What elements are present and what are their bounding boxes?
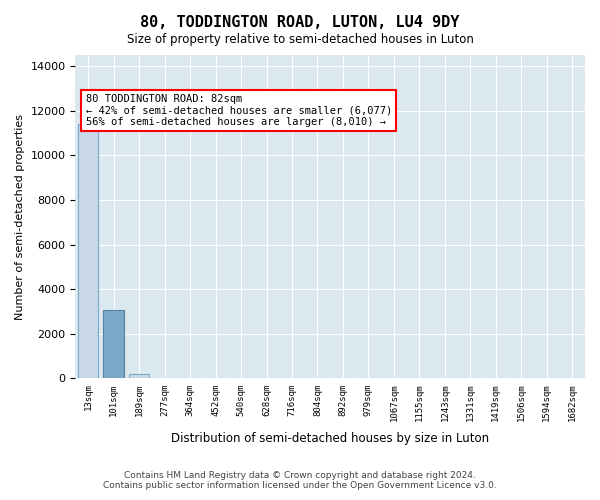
Bar (103, 310, 124, 378)
Bar (129, 374, 149, 378)
Bar (78, 124, 98, 378)
Text: 80, TODDINGTON ROAD, LUTON, LU4 9DY: 80, TODDINGTON ROAD, LUTON, LU4 9DY (140, 15, 460, 30)
Text: Size of property relative to semi-detached houses in Luton: Size of property relative to semi-detach… (127, 32, 473, 46)
X-axis label: Distribution of semi-detached houses by size in Luton: Distribution of semi-detached houses by … (171, 432, 489, 445)
Y-axis label: Number of semi-detached properties: Number of semi-detached properties (15, 114, 25, 320)
Text: Contains HM Land Registry data © Crown copyright and database right 2024.
Contai: Contains HM Land Registry data © Crown c… (103, 470, 497, 490)
Text: 80 TODDINGTON ROAD: 82sqm
← 42% of semi-detached houses are smaller (6,077)
56% : 80 TODDINGTON ROAD: 82sqm ← 42% of semi-… (86, 94, 392, 127)
